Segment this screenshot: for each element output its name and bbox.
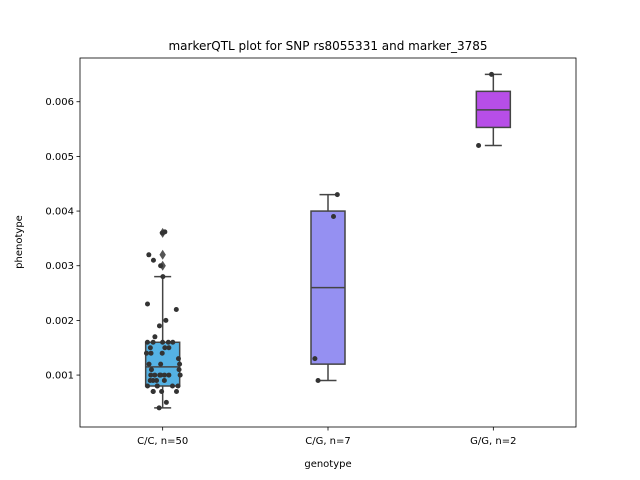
y-tick-label: 0.004 bbox=[45, 207, 74, 218]
data-point bbox=[162, 229, 168, 235]
data-point bbox=[148, 367, 154, 373]
box-group bbox=[475, 73, 512, 147]
data-point bbox=[147, 345, 153, 351]
data-point bbox=[158, 361, 164, 367]
data-point bbox=[143, 350, 149, 356]
data-point bbox=[169, 383, 175, 389]
data-point bbox=[331, 214, 337, 220]
y-tick-label: 0.003 bbox=[45, 261, 74, 272]
data-point bbox=[148, 372, 154, 378]
point-group bbox=[143, 229, 183, 411]
data-point bbox=[150, 339, 156, 345]
chart-title: markerQTL plot for SNP rs8055331 and mar… bbox=[168, 39, 487, 53]
data-point bbox=[165, 339, 171, 345]
y-tick-label: 0.001 bbox=[45, 371, 74, 382]
x-axis: C/C, n=50 C/G, n=7 G/G, n=2 bbox=[137, 427, 516, 447]
y-axis: 0.001 0.002 0.003 0.004 0.005 0.006 bbox=[45, 97, 80, 382]
data-point bbox=[158, 372, 164, 378]
x-tick-label: G/G, n=2 bbox=[470, 436, 516, 447]
y-tick-label: 0.002 bbox=[45, 316, 74, 327]
data-point bbox=[154, 378, 160, 384]
data-point bbox=[489, 71, 495, 77]
data-point bbox=[476, 142, 482, 148]
data-point bbox=[159, 388, 165, 394]
data-point bbox=[163, 317, 169, 323]
data-point bbox=[177, 372, 183, 378]
x-tick-label: C/G, n=7 bbox=[305, 436, 351, 447]
box-group bbox=[310, 193, 346, 382]
data-point bbox=[150, 388, 156, 394]
data-point bbox=[146, 361, 152, 367]
y-tick-label: 0.006 bbox=[45, 97, 74, 108]
data-point bbox=[176, 367, 182, 373]
data-point bbox=[312, 356, 318, 362]
point-group bbox=[476, 71, 495, 148]
outlier-marker bbox=[159, 249, 166, 260]
data-point bbox=[156, 323, 162, 329]
data-point bbox=[158, 263, 164, 269]
data-point bbox=[177, 361, 183, 367]
data-point bbox=[175, 356, 181, 362]
data-point bbox=[159, 350, 165, 356]
x-axis-label: genotype bbox=[304, 459, 351, 470]
data-point bbox=[145, 383, 151, 389]
data-point bbox=[175, 383, 181, 389]
data-point bbox=[160, 274, 166, 280]
data-point bbox=[334, 192, 340, 198]
plot-area bbox=[143, 71, 512, 411]
data-point bbox=[150, 257, 156, 263]
data-point bbox=[148, 350, 154, 356]
x-tick-label: C/C, n=50 bbox=[137, 436, 188, 447]
data-point bbox=[152, 334, 158, 340]
data-point bbox=[156, 405, 162, 411]
data-point bbox=[173, 388, 179, 394]
data-point bbox=[146, 252, 152, 258]
data-point bbox=[163, 399, 169, 405]
data-point bbox=[315, 378, 321, 384]
y-axis-label: phenotype bbox=[14, 215, 25, 269]
data-point bbox=[144, 301, 150, 307]
data-point bbox=[152, 372, 158, 378]
data-point bbox=[154, 383, 160, 389]
data-point bbox=[147, 378, 153, 384]
data-point bbox=[162, 345, 168, 351]
y-tick-label: 0.005 bbox=[45, 152, 74, 163]
data-point bbox=[144, 339, 150, 345]
data-point bbox=[161, 372, 167, 378]
data-point bbox=[166, 372, 172, 378]
data-point bbox=[160, 339, 166, 345]
data-point bbox=[170, 339, 176, 345]
data-point bbox=[161, 378, 167, 384]
data-point bbox=[166, 345, 172, 351]
data-point bbox=[173, 306, 179, 312]
point-group bbox=[312, 192, 340, 384]
